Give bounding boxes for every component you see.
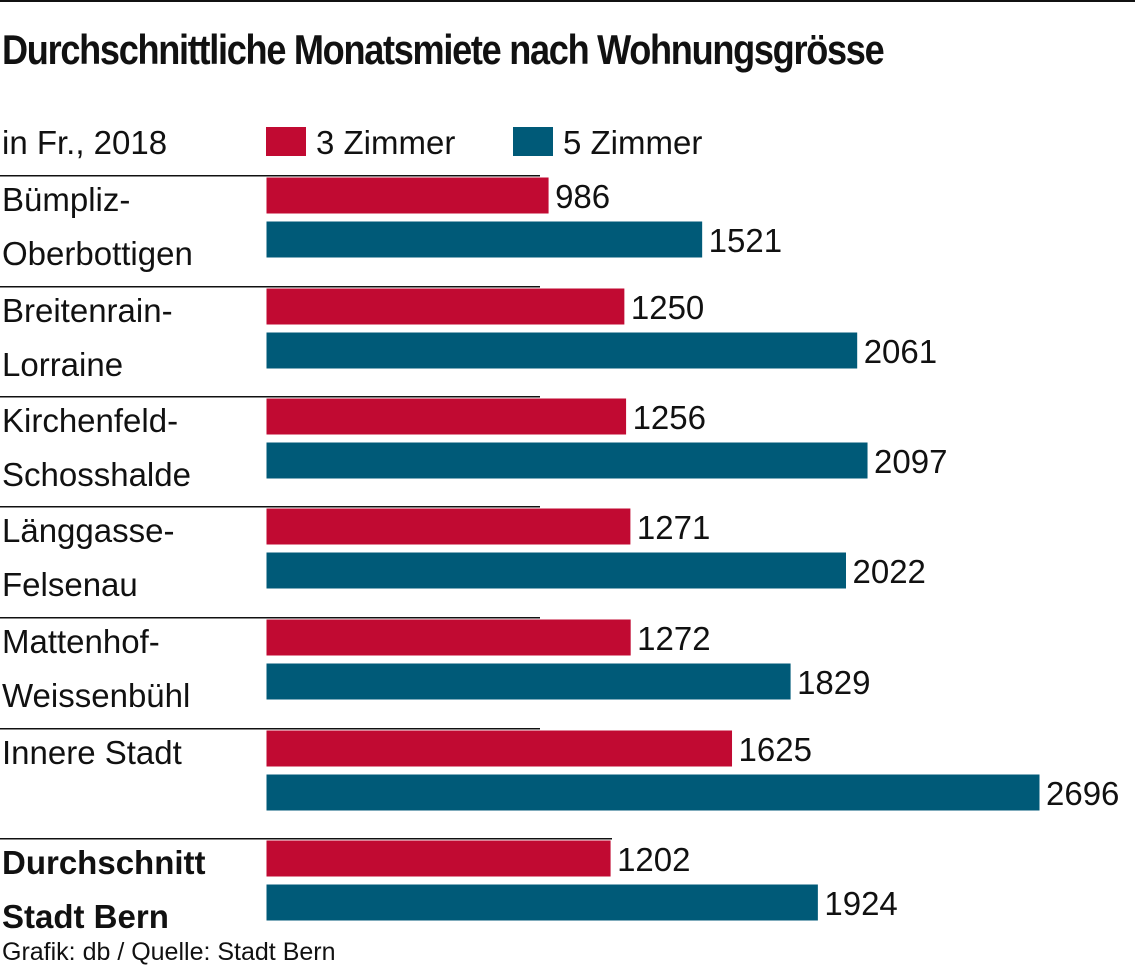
value-label: 1924 [824, 885, 897, 922]
value-label: 1625 [739, 731, 812, 768]
value-label: 1202 [617, 841, 690, 878]
category-label: Durchschnitt [2, 844, 206, 881]
bar-3-zimmer [265, 618, 632, 657]
bar-3-zimmer [265, 507, 632, 546]
value-label: 1250 [631, 289, 704, 326]
value-label: 2097 [874, 443, 947, 480]
bar-3-zimmer [265, 397, 628, 436]
bar-3-zimmer [265, 176, 550, 215]
bar-3-zimmer [265, 839, 612, 878]
group-divider [0, 617, 540, 619]
value-label: 986 [555, 178, 610, 215]
group-divider [0, 728, 540, 730]
value-label: 1272 [637, 620, 710, 657]
bar-3-zimmer [265, 287, 626, 326]
group-divider [0, 175, 540, 177]
group-divider [0, 838, 612, 840]
category-label: Oberbottigen [2, 235, 193, 272]
value-label: 1256 [633, 399, 706, 436]
legend-label-3-zimmer: 3 Zimmer [316, 124, 455, 161]
category-label: Schosshalde [2, 456, 191, 493]
legend-swatch-3-zimmer [266, 127, 306, 156]
category-label: Bümpliz- [2, 181, 130, 218]
chart-title: Durchschnittliche Monatsmiete nach Wohnu… [2, 26, 885, 73]
category-label: Lorraine [2, 346, 123, 383]
source-note: Grafik: db / Quelle: Stadt Bern [2, 938, 336, 966]
value-label: 1829 [797, 664, 870, 701]
category-label: Kirchenfeld- [2, 402, 178, 439]
bar-5-zimmer [265, 773, 1041, 812]
legend-swatch-5-zimmer [513, 127, 553, 156]
category-label: Mattenhof- [2, 623, 160, 660]
group-divider [0, 506, 540, 508]
bar-5-zimmer [265, 551, 847, 590]
value-label: 2022 [853, 553, 926, 590]
bar-5-zimmer [265, 331, 859, 370]
category-label: Weissenbühl [2, 677, 190, 714]
bar-5-zimmer [265, 883, 819, 922]
value-label: 2696 [1046, 775, 1119, 812]
top-rule [0, 0, 1135, 2]
value-label: 2061 [864, 333, 937, 370]
value-label: 1521 [709, 222, 782, 259]
group-divider [0, 286, 540, 288]
value-label: 1271 [637, 509, 710, 546]
bar-5-zimmer [265, 220, 704, 259]
category-label: Felsenau [2, 566, 138, 603]
bar-3-zimmer [265, 729, 734, 768]
bar-5-zimmer [265, 441, 869, 480]
category-label: Innere Stadt [2, 734, 182, 771]
chart-body: Bümpliz- Oberbottigen 986 1521 Breitenrain- L… [0, 175, 1119, 935]
category-label: Stadt Bern [2, 898, 169, 935]
unit-label: in Fr., 2018 [2, 124, 167, 161]
bar-5-zimmer [265, 662, 792, 701]
category-label: Breitenrain- [2, 292, 173, 329]
category-label: Länggasse- [2, 512, 174, 549]
group-divider [0, 396, 540, 398]
legend-label-5-zimmer: 5 Zimmer [563, 124, 702, 161]
